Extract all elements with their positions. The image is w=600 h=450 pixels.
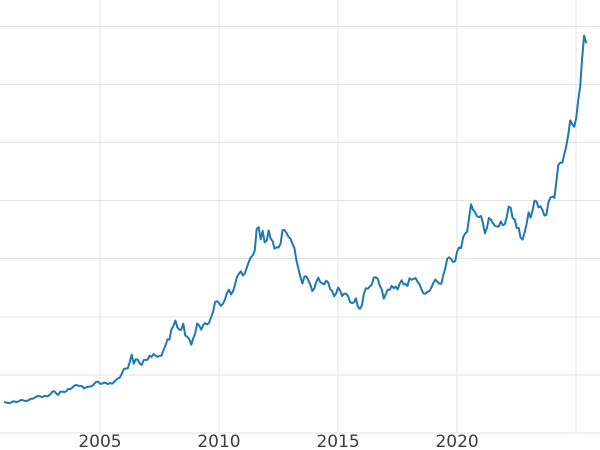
x-tick-label: 2015	[316, 432, 359, 450]
data-line	[3, 34, 588, 404]
x-tick-label: 2020	[435, 432, 478, 450]
x-tick-label: 2010	[197, 432, 240, 450]
x-tick-label: 2005	[78, 432, 121, 450]
